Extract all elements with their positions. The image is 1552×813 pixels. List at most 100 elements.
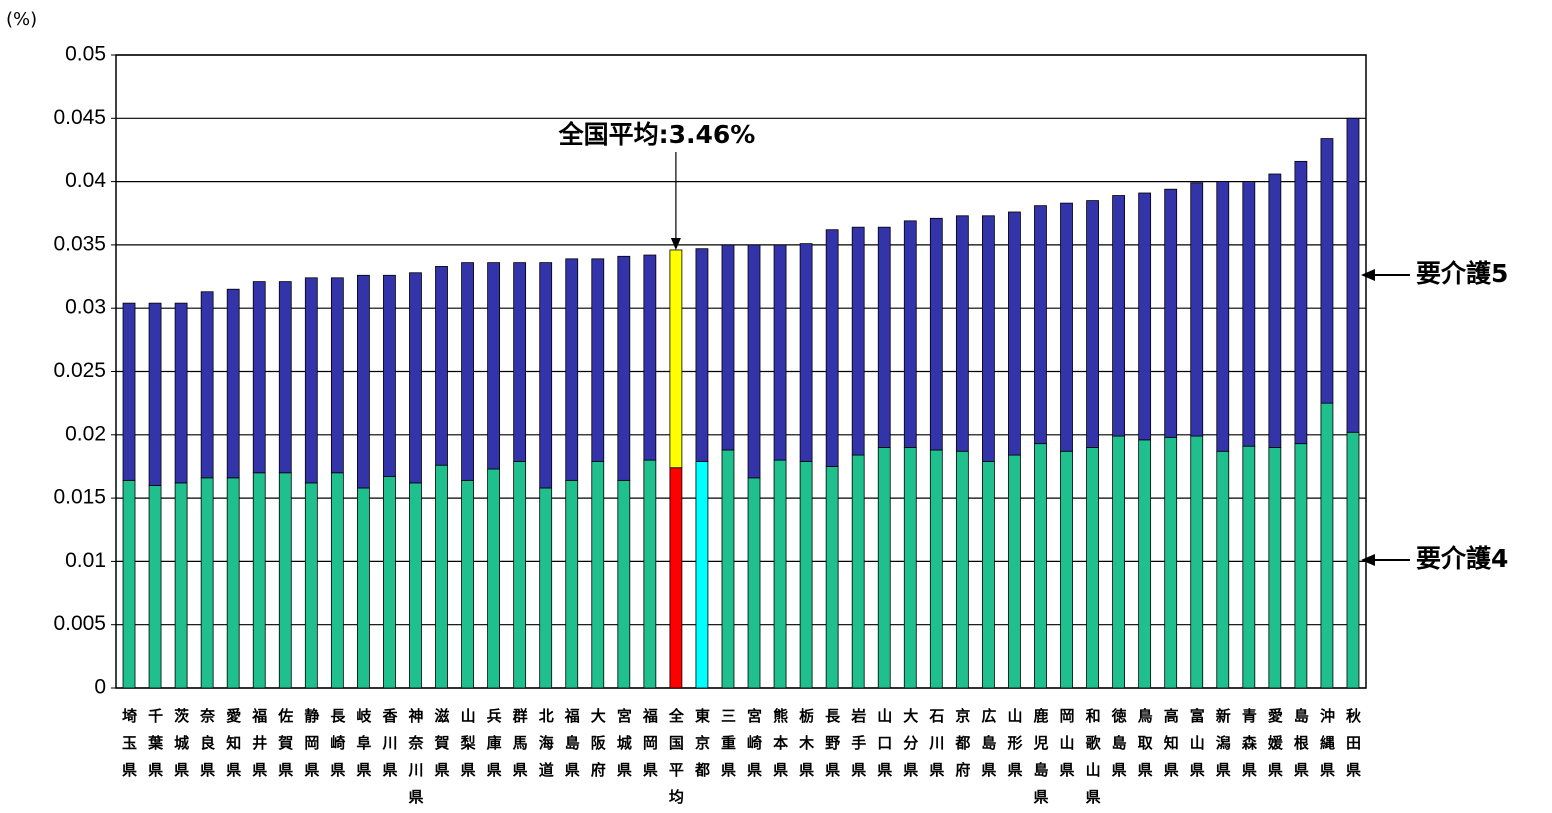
bar-segment [1242, 181, 1256, 447]
bar-segment [669, 467, 683, 689]
bar-segment [252, 472, 266, 689]
bar-segment [1034, 205, 1047, 445]
x-tick-label: 高知県 [1162, 707, 1180, 789]
bar-segment [383, 274, 396, 477]
bar-segment [226, 477, 240, 689]
bar-segment [1112, 195, 1126, 437]
legend-label: 要介護5 [1416, 259, 1508, 288]
legend-label: 要介護4 [1416, 544, 1508, 573]
x-tick-label: 石川県 [927, 708, 945, 789]
x-tick-label: 山口県 [875, 708, 893, 789]
bar-segment [122, 479, 136, 689]
bar-segment [356, 274, 370, 489]
bar-segment [669, 249, 683, 469]
bar-segment [200, 291, 214, 479]
bar-segment [383, 476, 396, 689]
bar-segment [1216, 181, 1230, 452]
bar-segment [877, 226, 891, 448]
x-tick-label: 新潟県 [1214, 707, 1232, 789]
x-tick-label: 静岡県 [302, 707, 320, 789]
bar-segment [174, 302, 188, 484]
bar-segment [278, 281, 292, 474]
bar-segment [1060, 202, 1073, 452]
bar-segment [695, 248, 709, 462]
y-tick-label: 0.03 [65, 296, 106, 319]
bar-segment [1268, 173, 1282, 448]
x-tick-label: 岐阜県 [354, 707, 372, 789]
arrow-head [670, 237, 681, 250]
arrow-head [1360, 269, 1375, 281]
bar-segment [1320, 138, 1334, 404]
x-tick-label: 沖縄県 [1318, 707, 1336, 789]
bar-segment [226, 288, 240, 479]
bar-segment [1086, 200, 1099, 448]
bar-segment [409, 272, 422, 484]
y-tick-label: 0.02 [65, 422, 106, 445]
y-tick-label: 0.05 [65, 43, 106, 66]
bar-segment [1190, 182, 1204, 437]
y-tick-label: 0.04 [65, 169, 106, 192]
x-tick-label: 愛知県 [224, 707, 242, 789]
x-tick-label: 千葉県 [146, 708, 164, 789]
bar-segment [1164, 188, 1178, 438]
bar-segment [851, 226, 865, 456]
y-tick-label: 0.015 [53, 486, 106, 509]
bar-segment [539, 262, 553, 489]
x-tick-label: 奈良県 [198, 707, 216, 789]
x-tick-label: 長野県 [823, 708, 841, 789]
x-tick-label: 広島県 [979, 707, 997, 789]
bar-segment [929, 449, 943, 689]
x-tick-label: 兵庫県 [485, 707, 503, 789]
bar-segment [1242, 445, 1256, 689]
x-tick-label: 鳥取県 [1136, 707, 1154, 789]
bar-segment [435, 464, 448, 689]
bar-segment [981, 460, 995, 689]
bar-segment [1294, 160, 1308, 445]
y-tick-label: 0.025 [53, 359, 106, 382]
x-tick-label: 岡山県 [1058, 708, 1076, 789]
bar-segment [148, 302, 162, 486]
bar-segment [747, 244, 761, 479]
x-tick-label: 福島県 [563, 707, 581, 789]
y-tick-label: 0.035 [53, 232, 106, 255]
bar-segment [981, 215, 995, 462]
x-tick-label: 岩手県 [849, 707, 867, 789]
x-tick-label: 富山県 [1188, 707, 1206, 789]
bar-segment [617, 479, 631, 689]
bar-segment [1034, 443, 1047, 689]
bar-segment [617, 255, 631, 481]
bar-segment [1138, 439, 1152, 689]
arrow-head [1360, 554, 1375, 566]
bar-segment [330, 472, 344, 689]
bar-segment [747, 477, 761, 689]
bar-segment [513, 262, 527, 462]
bar-segment [773, 459, 787, 689]
x-tick-label: 長崎県 [328, 708, 346, 789]
x-tick-label: 三重県 [719, 708, 737, 789]
bar-segment [461, 262, 474, 481]
bar-segment [461, 479, 474, 689]
x-tick-label: 秋田県 [1344, 707, 1362, 789]
bar-segment [877, 447, 891, 689]
bar-segment [929, 217, 943, 451]
annotation: 全国平均:3.46% [558, 120, 756, 149]
bar-segment [487, 468, 501, 689]
bar-segment [1294, 443, 1308, 689]
bar-segment [1320, 402, 1334, 689]
bar-segment [851, 454, 865, 689]
x-tick-label: 栃木県 [797, 707, 815, 789]
y-tick-label: 0.005 [53, 612, 106, 635]
bar-segment [330, 277, 344, 474]
x-tick-label: 宮城県 [615, 707, 633, 789]
x-tick-label: 宮崎県 [745, 707, 763, 789]
bar-segment [1216, 450, 1230, 689]
x-tick-label: 山形県 [1005, 708, 1023, 789]
bar-segment [304, 277, 318, 484]
bar-segment [643, 459, 657, 689]
x-tick-label: 大分県 [901, 707, 919, 789]
unit-label: (%) [6, 9, 37, 30]
x-tick-label: 大阪府 [589, 707, 607, 789]
x-tick-label: 徳島県 [1110, 707, 1128, 789]
bar-segment [409, 482, 422, 689]
bar-segment [1008, 454, 1021, 689]
